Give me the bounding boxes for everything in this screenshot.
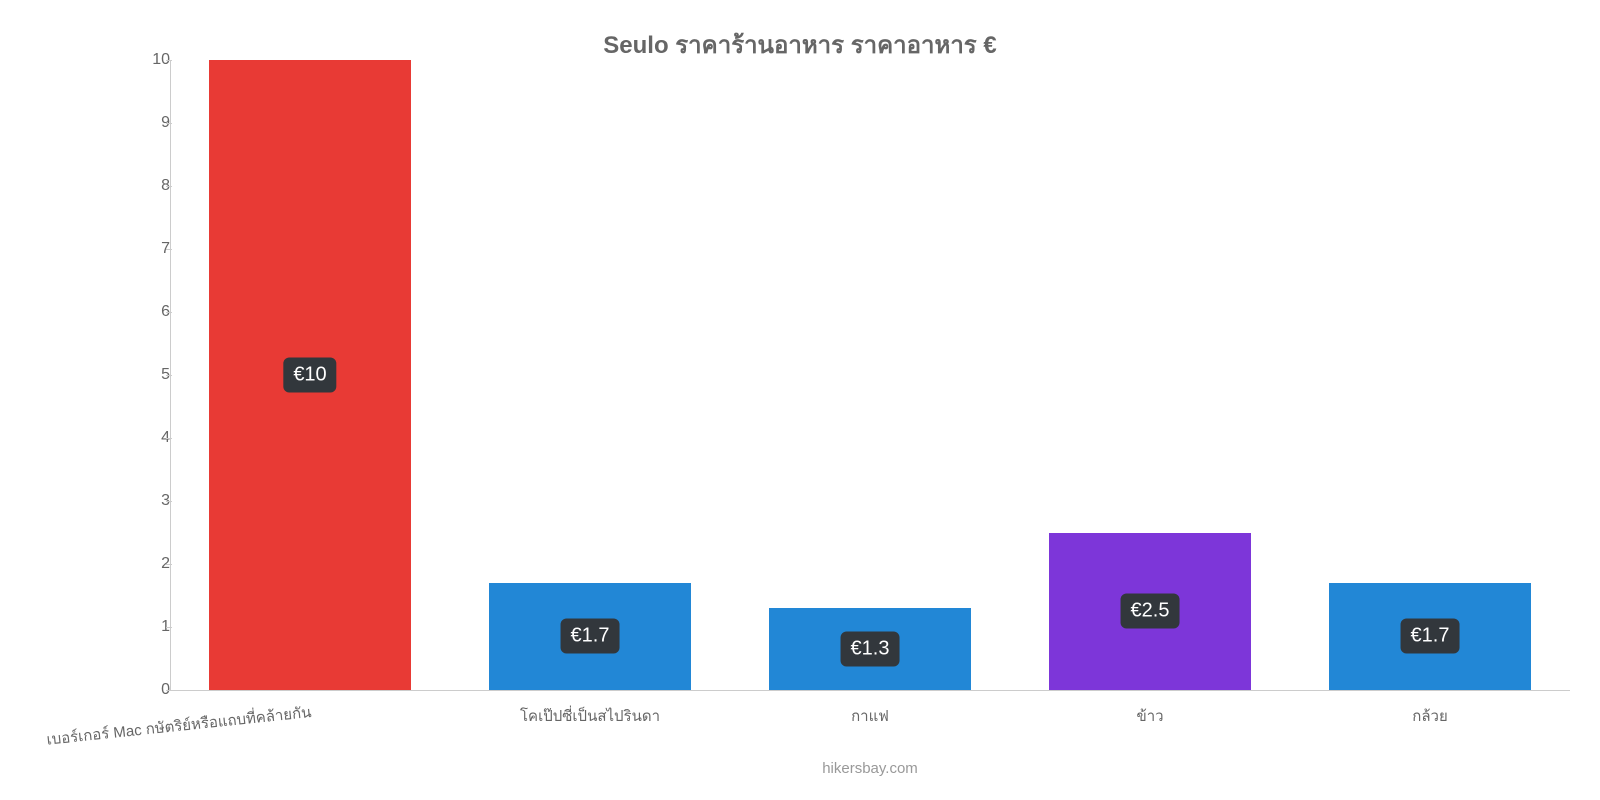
- value-badge: €2.5: [1121, 594, 1180, 629]
- value-badge: €1.3: [841, 632, 900, 667]
- x-axis-labels: เบอร์เกอร์ Mac กษัตริย์หรือแถบที่คล้ายกั…: [170, 696, 1570, 756]
- value-badge: €1.7: [561, 619, 620, 654]
- x-tick-label: โคเป๊ปซี่เป็นสไปรินดา: [520, 704, 660, 728]
- x-tick-label: กล้วย: [1412, 704, 1448, 728]
- x-axis-line: [170, 690, 1570, 691]
- value-badge: €10: [283, 358, 336, 393]
- plot-area: €10 €1.7 €1.3 €2.5 €1.7: [170, 60, 1570, 690]
- chart-container: Seulo ราคาร้านอาหาร ราคาอาหาร € 01234567…: [0, 0, 1600, 800]
- x-tick-label: เบอร์เกอร์ Mac กษัตริย์หรือแถบที่คล้ายกั…: [45, 700, 312, 752]
- x-tick-label: ข้าว: [1136, 704, 1163, 728]
- y-tick-mark: [166, 690, 172, 691]
- attribution-text: hikersbay.com: [822, 760, 918, 777]
- value-badge: €1.7: [1401, 619, 1460, 654]
- chart-title: Seulo ราคาร้านอาหาร ราคาอาหาร €: [0, 25, 1600, 64]
- x-tick-label: กาแฟ: [851, 704, 889, 728]
- bars-wrap: €10 €1.7 €1.3 €2.5 €1.7: [170, 60, 1570, 690]
